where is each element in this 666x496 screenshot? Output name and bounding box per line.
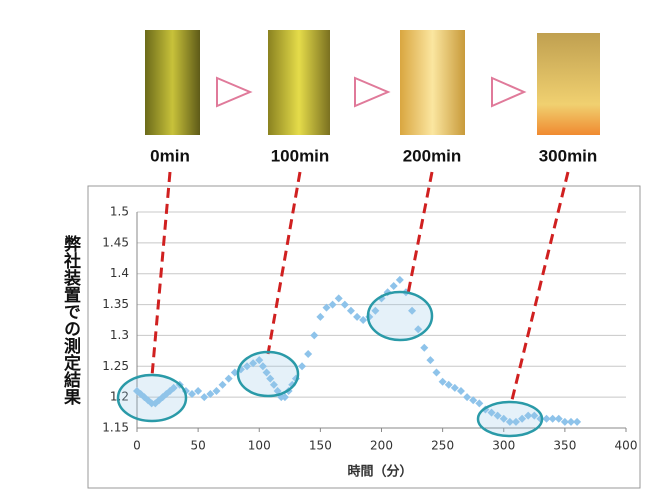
time-label: 300min xyxy=(539,146,598,165)
point xyxy=(219,381,227,389)
highlight xyxy=(238,352,298,396)
point xyxy=(225,375,233,383)
x-tick-label: 0 xyxy=(133,439,141,453)
y-axis-label: 弊社装置での測定結果 xyxy=(60,234,82,406)
plot: 1.151.21.251.31.351.41.451.5050100150200… xyxy=(102,205,637,453)
point xyxy=(390,282,398,290)
y-tick-label: 1.5 xyxy=(110,205,129,219)
point xyxy=(310,331,318,339)
pointer xyxy=(268,172,300,354)
highlight xyxy=(368,292,432,340)
photo xyxy=(400,30,465,135)
point xyxy=(396,276,404,284)
photos xyxy=(145,30,600,135)
point xyxy=(298,362,306,370)
x-tick-label: 100 xyxy=(248,439,271,453)
photo xyxy=(268,30,330,135)
time-label: 200min xyxy=(403,146,462,165)
y-tick-label: 1.35 xyxy=(102,297,129,311)
x-axis-label: 時間（分） xyxy=(347,464,412,480)
point xyxy=(573,418,581,426)
point xyxy=(433,368,441,376)
pointer xyxy=(408,172,432,294)
x-tick-label: 400 xyxy=(615,439,638,453)
x-tick-label: 50 xyxy=(190,439,205,453)
y-tick-label: 1.45 xyxy=(102,235,129,249)
arrow xyxy=(217,78,250,106)
y-tick-label: 1.15 xyxy=(102,421,129,435)
photo xyxy=(145,30,200,135)
point xyxy=(426,356,434,364)
arrow xyxy=(355,78,388,106)
point xyxy=(316,313,324,321)
x-tick-label: 200 xyxy=(370,439,393,453)
y-tick-label: 1.4 xyxy=(110,266,129,280)
point xyxy=(347,307,355,315)
highlight xyxy=(478,402,542,436)
y-tick-label: 1.25 xyxy=(102,359,129,373)
arrow xyxy=(492,78,524,106)
point xyxy=(420,344,428,352)
y-tick-label: 1.3 xyxy=(110,328,129,342)
x-tick-label: 150 xyxy=(309,439,332,453)
time-label: 0min xyxy=(150,146,190,165)
photo xyxy=(537,33,600,135)
highlight xyxy=(118,375,186,421)
x-tick-label: 300 xyxy=(492,439,515,453)
chart: 0min 100min 200min 300min 弊社装置での測定結果 時間（… xyxy=(0,0,666,492)
point xyxy=(335,294,343,302)
point xyxy=(341,301,349,309)
time-label: 100min xyxy=(271,146,330,165)
point xyxy=(304,350,312,358)
x-tick-label: 250 xyxy=(431,439,454,453)
x-tick-label: 350 xyxy=(553,439,576,453)
